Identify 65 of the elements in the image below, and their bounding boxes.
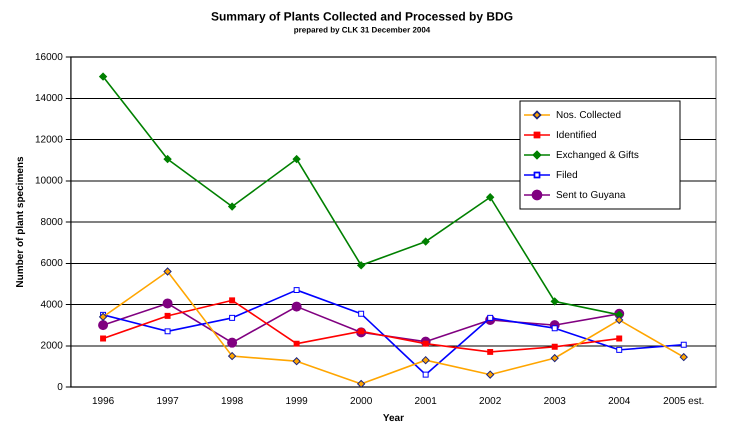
point (164, 268, 172, 276)
point (357, 261, 366, 270)
y-tick-label: 12000 (34, 134, 64, 146)
point (680, 342, 687, 348)
point (422, 238, 430, 246)
point (164, 312, 171, 319)
point (292, 302, 302, 312)
point (99, 312, 108, 321)
y-tick-label: 2000 (40, 340, 64, 352)
x-tick-label: 2001 (414, 396, 438, 407)
legend-label: Filed (556, 170, 578, 181)
point (228, 202, 236, 211)
y-tick-label: 8000 (40, 216, 64, 228)
chart-title: Summary of Plants Collected and Processed by BDG (210, 10, 514, 24)
y-tick-label: 10000 (34, 176, 64, 186)
x-tick-label: 2000 (350, 396, 373, 407)
y-tick-label: 4000 (40, 299, 64, 310)
point (164, 328, 171, 334)
point (292, 155, 301, 164)
legend-label: Identified (556, 130, 597, 141)
point (229, 314, 236, 321)
point (98, 320, 108, 330)
x-tick-label: 1999 (286, 396, 308, 407)
point (680, 353, 688, 362)
point (550, 354, 559, 362)
point (162, 298, 173, 308)
point (100, 336, 106, 342)
legend-label: Nos. Collected (556, 110, 622, 121)
point (616, 346, 622, 353)
chart-subtitle: prepared by CLK 31 December 2004 (294, 25, 431, 34)
x-axis-title: Year (382, 412, 404, 424)
x-tick-label: 1996 (92, 396, 115, 407)
x-tick-label: 2004 (608, 396, 631, 407)
point (164, 155, 172, 164)
point (227, 338, 238, 348)
point (294, 340, 300, 347)
point (99, 72, 108, 81)
point (358, 310, 364, 317)
y-tick-label: 0 (57, 382, 64, 393)
y-tick-label: 6000 (40, 258, 64, 269)
x-tick-label: 2003 (544, 396, 566, 407)
point (486, 370, 494, 379)
point (486, 193, 494, 202)
x-tick-label: 1998 (220, 396, 244, 407)
legend-label: Sent to Guyana (556, 190, 626, 201)
legend-label: Exchanged & Gifts (556, 150, 639, 161)
point (357, 380, 366, 387)
point (294, 287, 300, 294)
point (229, 297, 236, 304)
point (422, 372, 429, 378)
x-tick-label: 2002 (479, 396, 502, 407)
y-axis-title: Number of plant specimens (14, 156, 26, 288)
x-tick-label: 1997 (156, 396, 180, 407)
point (422, 356, 430, 364)
point (487, 348, 494, 355)
y-tick-label: 16000 (34, 52, 64, 63)
x-tick-label: 2005 est. (663, 396, 704, 407)
point (292, 357, 301, 366)
point (550, 297, 559, 306)
point (552, 325, 558, 332)
y-tick-label: 14000 (34, 93, 64, 104)
point (616, 336, 622, 342)
point (552, 344, 558, 350)
point (228, 352, 236, 360)
point (615, 316, 624, 324)
